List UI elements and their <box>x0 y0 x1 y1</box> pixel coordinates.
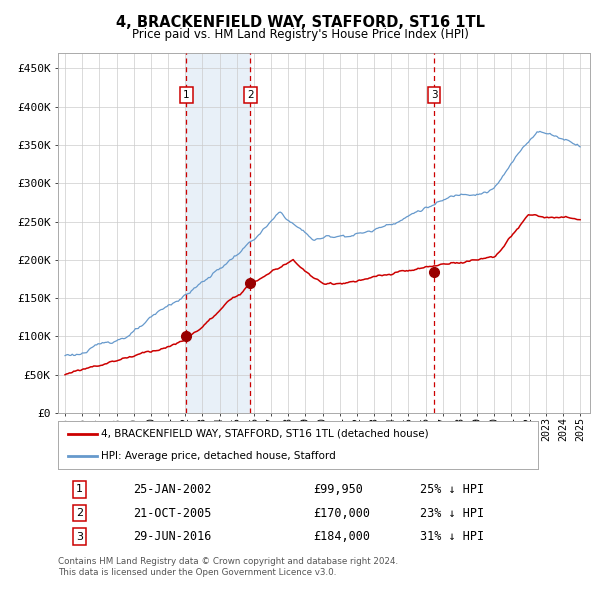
Text: 2: 2 <box>247 90 254 100</box>
Text: 4, BRACKENFIELD WAY, STAFFORD, ST16 1TL (detached house): 4, BRACKENFIELD WAY, STAFFORD, ST16 1TL … <box>101 429 429 439</box>
Text: Contains HM Land Registry data © Crown copyright and database right 2024.: Contains HM Land Registry data © Crown c… <box>58 557 398 566</box>
Text: Price paid vs. HM Land Registry's House Price Index (HPI): Price paid vs. HM Land Registry's House … <box>131 28 469 41</box>
Text: 3: 3 <box>76 532 83 542</box>
Text: £99,950: £99,950 <box>314 483 364 496</box>
Text: 1: 1 <box>76 484 83 494</box>
Bar <box>187 53 250 413</box>
Text: 4, BRACKENFIELD WAY, STAFFORD, ST16 1TL: 4, BRACKENFIELD WAY, STAFFORD, ST16 1TL <box>115 15 485 30</box>
Text: 29-JUN-2016: 29-JUN-2016 <box>133 530 211 543</box>
Text: 23% ↓ HPI: 23% ↓ HPI <box>420 506 484 520</box>
Text: 2: 2 <box>76 508 83 518</box>
Text: 21-OCT-2005: 21-OCT-2005 <box>133 506 211 520</box>
Text: £184,000: £184,000 <box>314 530 371 543</box>
Text: 1: 1 <box>183 90 190 100</box>
Text: This data is licensed under the Open Government Licence v3.0.: This data is licensed under the Open Gov… <box>58 568 337 576</box>
Text: 3: 3 <box>431 90 437 100</box>
Text: 25-JAN-2002: 25-JAN-2002 <box>133 483 211 496</box>
Text: 25% ↓ HPI: 25% ↓ HPI <box>420 483 484 496</box>
Text: 31% ↓ HPI: 31% ↓ HPI <box>420 530 484 543</box>
Text: HPI: Average price, detached house, Stafford: HPI: Average price, detached house, Staf… <box>101 451 336 461</box>
Text: £170,000: £170,000 <box>314 506 371 520</box>
